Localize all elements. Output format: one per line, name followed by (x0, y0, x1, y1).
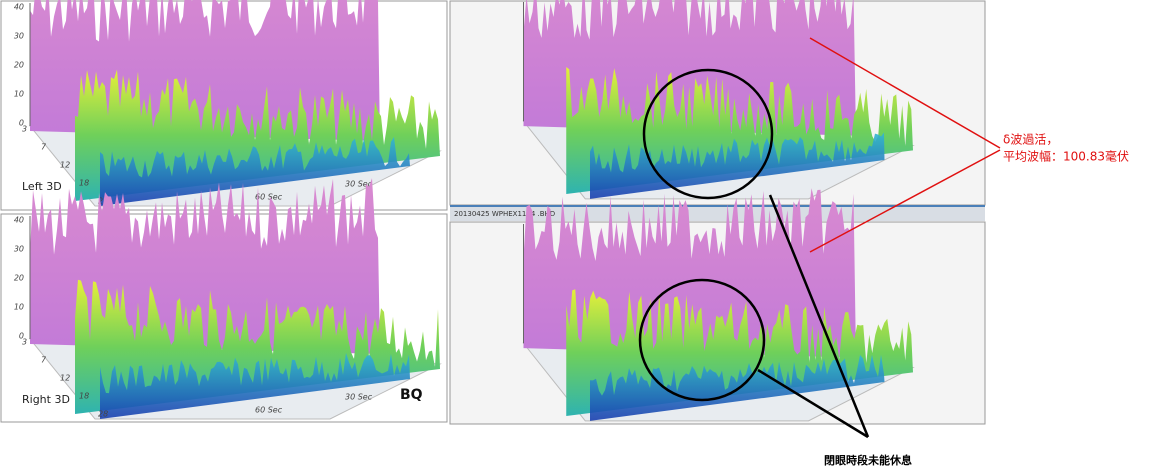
annotation: δ波過活， (1003, 133, 1058, 147)
annotation: 閉眼時段未能休息 (824, 453, 912, 467)
depth-tick-label: 18 (79, 179, 89, 188)
bq-label: BQ (400, 387, 423, 403)
depth-tick-label: 18 (79, 392, 89, 401)
y-tick-label: 10 (14, 303, 24, 312)
y-tick-label: 20 (14, 274, 24, 283)
depth-tick-label: 3 (22, 125, 27, 134)
time-tick-label: 60 Sec (255, 406, 283, 415)
screenshot: 20130425 WPHEX1164 .BHD 4030201003712182… (0, 0, 1159, 474)
y-tick-label: 10 (14, 90, 24, 99)
y-tick-label: 40 (14, 216, 24, 225)
panel-label: Right 3D (22, 393, 70, 406)
y-tick-label: 30 (14, 32, 24, 41)
y-tick-label: 30 (14, 245, 24, 254)
panel-label: Left 3D (22, 180, 62, 193)
time-tick-label: 60 Sec (255, 193, 283, 202)
depth-tick-label: 12 (60, 374, 70, 383)
depth-tick-label: 28 (98, 410, 108, 419)
annotation: 平均波幅：100.83毫伏 (1003, 149, 1129, 164)
y-tick-label: 20 (14, 61, 24, 70)
depth-tick-label: 3 (22, 338, 27, 347)
time-tick-label: 30 Sec (345, 393, 373, 402)
depth-tick-label: 12 (60, 161, 70, 170)
y-tick-label: 40 (14, 3, 24, 12)
header-text: 20130425 WPHEX1164 .BHD (454, 210, 555, 218)
